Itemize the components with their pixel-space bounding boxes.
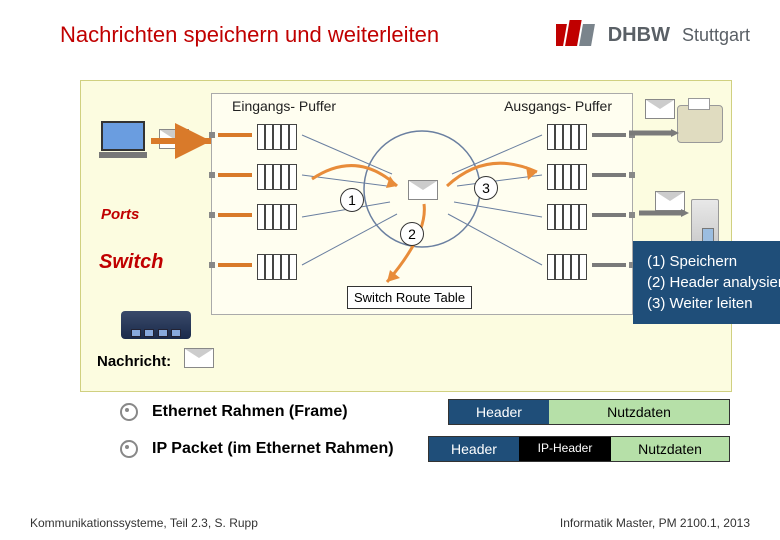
city-text: Stuttgart xyxy=(682,25,750,46)
page-title: Nachrichten speichern und weiterleiten xyxy=(60,22,439,48)
brand-text: DHBW xyxy=(608,24,670,47)
ip-row: IP Packet (im Ethernet Rahmen) Header IP… xyxy=(90,432,730,466)
ip-header: IP-Header xyxy=(519,437,611,461)
ip-payload: Nutzdaten xyxy=(611,437,729,461)
eth-payload: Nutzdaten xyxy=(549,400,729,424)
packet-icon xyxy=(408,180,438,200)
switch-fabric xyxy=(212,94,632,314)
footer: Kommunikationssysteme, Teil 2.3, S. Rupp… xyxy=(30,516,750,530)
step3-text: (3) Weiter leiten xyxy=(647,293,780,314)
nachricht-icon xyxy=(184,348,214,368)
step-2-marker: 2 xyxy=(400,222,424,246)
printer-icon xyxy=(677,105,723,143)
out-message-1 xyxy=(645,99,675,119)
logo-area: DHBW Stuttgart xyxy=(556,18,750,52)
footer-right: Informatik Master, PM 2100.1, 2013 xyxy=(560,516,750,530)
ethernet-label: Ethernet Rahmen (Frame) xyxy=(152,403,348,421)
step2-text: (2) Header analysieren xyxy=(647,272,780,293)
step1-text: (1) Speichern xyxy=(647,251,780,272)
step-3-marker: 3 xyxy=(474,176,498,200)
switch-label: Switch xyxy=(99,251,163,274)
nachricht-row: Nachricht: xyxy=(97,346,206,371)
ethernet-row: Ethernet Rahmen (Frame) Header Nutzdaten xyxy=(90,395,730,429)
ip-eth-header: Header xyxy=(429,437,519,461)
route-table-box: Switch Route Table xyxy=(347,286,472,309)
bullet-icon xyxy=(120,403,138,421)
footer-left: Kommunikationssysteme, Teil 2.3, S. Rupp xyxy=(30,516,258,530)
ethernet-frame: Header Nutzdaten xyxy=(448,399,730,425)
ip-label: IP Packet (im Ethernet Rahmen) xyxy=(152,440,394,458)
output-arrow-1 xyxy=(629,129,679,139)
ip-frame: Header IP-Header Nutzdaten xyxy=(428,436,730,462)
header: Nachrichten speichern und weiterleiten D… xyxy=(0,0,780,62)
switch-device-icon xyxy=(121,311,191,339)
out-message-2 xyxy=(655,191,685,211)
steps-info-box: (1) Speichern (2) Header analysieren (3)… xyxy=(633,241,780,324)
eth-header: Header xyxy=(449,400,549,424)
laptop-icon xyxy=(99,121,147,157)
step-1-marker: 1 xyxy=(340,188,364,212)
nachricht-label: Nachricht: xyxy=(97,353,171,370)
output-arrow-2 xyxy=(639,209,689,219)
ports-label: Ports xyxy=(101,206,139,223)
bullet-icon-2 xyxy=(120,440,138,458)
main-panel: Eingangs- Puffer Ausgangs- Puffer xyxy=(80,80,732,392)
switch-diagram: Eingangs- Puffer Ausgangs- Puffer xyxy=(211,93,633,315)
dhbw-logo-icon xyxy=(556,18,600,52)
